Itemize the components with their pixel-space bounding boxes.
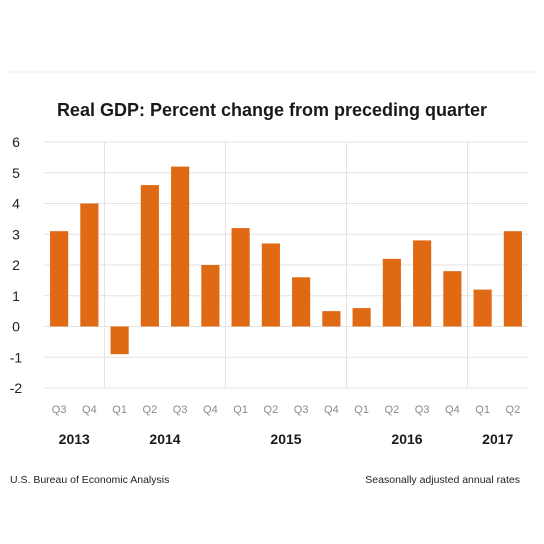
- x-tick-label: Q4: [82, 404, 97, 416]
- bar: [292, 277, 311, 327]
- rates-note: Seasonally adjusted annual rates: [365, 474, 520, 486]
- bar: [201, 265, 220, 327]
- y-tick-label: 6: [12, 134, 20, 150]
- bar: [322, 311, 341, 327]
- bar: [110, 326, 129, 355]
- bar: [473, 289, 492, 327]
- x-tick-label: Q1: [233, 404, 248, 416]
- bar: [80, 203, 99, 327]
- y-tick-label: 3: [12, 226, 20, 242]
- x-tick-label: Q4: [324, 404, 339, 416]
- year-label: 2014: [149, 431, 180, 447]
- y-tick-label: 1: [12, 288, 20, 304]
- y-axis-ticks: 6 5 4 3 2 1 0 -1 -2: [10, 134, 23, 396]
- year-label: 2017: [482, 431, 513, 447]
- x-axis-ticks: Q3 Q4 Q1 Q2 Q3 Q4 Q1 Q2 Q3 Q4 Q1 Q2 Q3 Q4 Q1 Q2: [52, 404, 520, 416]
- bar: [443, 271, 462, 327]
- bar: [140, 185, 159, 327]
- year-label: 2013: [59, 431, 90, 447]
- x-tick-label: Q2: [143, 404, 158, 416]
- bar: [171, 166, 190, 327]
- x-tick-label: Q3: [173, 404, 188, 416]
- bar: [382, 258, 401, 327]
- y-tick-label: 0: [12, 319, 20, 335]
- y-tick-label: -2: [10, 380, 23, 396]
- x-tick-label: Q2: [385, 404, 400, 416]
- x-tick-label: Q1: [354, 404, 369, 416]
- x-tick-label: Q1: [112, 404, 127, 416]
- x-tick-label: Q2: [264, 404, 279, 416]
- y-tick-label: 5: [12, 165, 20, 181]
- year-label: 2015: [270, 431, 301, 447]
- x-tick-label: Q2: [506, 404, 521, 416]
- source-note: U.S. Bureau of Economic Analysis: [10, 474, 169, 486]
- x-tick-label: Q3: [52, 404, 67, 416]
- bar: [261, 243, 280, 327]
- bar: [503, 231, 522, 327]
- grid-layer: [44, 141, 528, 389]
- x-tick-label: Q4: [445, 404, 460, 416]
- bar: [50, 231, 69, 327]
- x-tick-label: Q1: [475, 404, 490, 416]
- year-label: 2016: [391, 431, 422, 447]
- bars: [50, 166, 522, 355]
- x-tick-label: Q3: [415, 404, 430, 416]
- chart-title: Real GDP: Percent change from preceding …: [57, 100, 487, 120]
- y-tick-label: 2: [12, 257, 20, 273]
- y-tick-label: -1: [10, 349, 23, 365]
- y-tick-label: 4: [12, 196, 20, 212]
- bar: [352, 308, 371, 327]
- bar: [231, 228, 250, 327]
- year-labels: 2013 2014 2015 2016 2017: [59, 431, 514, 447]
- x-tick-label: Q3: [294, 404, 309, 416]
- x-tick-label: Q4: [203, 404, 218, 416]
- bar: [413, 240, 432, 327]
